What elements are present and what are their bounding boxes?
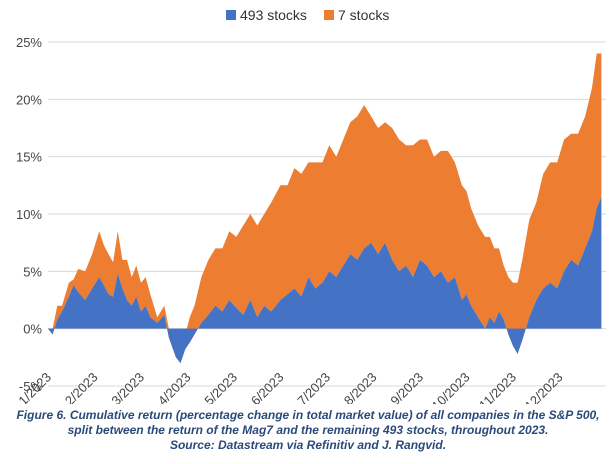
x-axis-ticks: 1/2023 2/2023 3/2023 4/2023 5/2023 6/2023 7/20… xyxy=(15,370,565,404)
chart: 25% 20% 15% 10% 5% 0% -5% 1/2023 2/2023 3/2023 4/… xyxy=(15,7,606,404)
y-tick-label: 10% xyxy=(16,207,42,222)
y-axis-ticks: 25% 20% 15% 10% 5% 0% -5% xyxy=(16,35,42,394)
x-tick-label: 12/2023 xyxy=(522,370,566,404)
area-493-stocks xyxy=(48,196,602,364)
x-tick-label: 7/2023 xyxy=(294,370,333,404)
x-tick-label: 5/2023 xyxy=(201,370,240,404)
caption-line-2: split between the return of the Mag7 and… xyxy=(67,423,549,437)
x-tick-label: 8/2023 xyxy=(341,370,380,404)
x-tick-label: 4/2023 xyxy=(155,370,194,404)
legend-label: 493 stocks xyxy=(240,7,307,23)
y-tick-label: 0% xyxy=(23,322,42,337)
y-tick-label: 25% xyxy=(16,35,42,50)
legend-swatch xyxy=(324,10,334,20)
x-tick-label: 3/2023 xyxy=(108,370,147,404)
x-tick-label: 10/2023 xyxy=(429,370,473,404)
caption-line-1: Figure 6. Cumulative return (percentage … xyxy=(16,408,600,422)
x-tick-label: 9/2023 xyxy=(387,370,426,404)
x-tick-label: 11/2023 xyxy=(476,370,519,404)
y-tick-label: -5% xyxy=(19,379,43,394)
legend-swatch xyxy=(226,10,236,20)
y-tick-label: 20% xyxy=(16,92,42,107)
plot-areas xyxy=(48,53,602,364)
x-tick-label: 2/2023 xyxy=(62,370,101,404)
legend-label: 7 stocks xyxy=(338,7,389,23)
caption-line-3: Source: Datastream via Refinitiv and J. … xyxy=(169,438,447,452)
legend: 493 stocks 7 stocks xyxy=(226,7,389,23)
figure-caption: Figure 6. Cumulative return (percentage … xyxy=(0,408,616,453)
x-tick-label: 6/2023 xyxy=(248,370,287,404)
area-7-stocks xyxy=(48,53,602,364)
y-tick-label: 5% xyxy=(23,264,42,279)
y-tick-label: 15% xyxy=(16,150,42,165)
